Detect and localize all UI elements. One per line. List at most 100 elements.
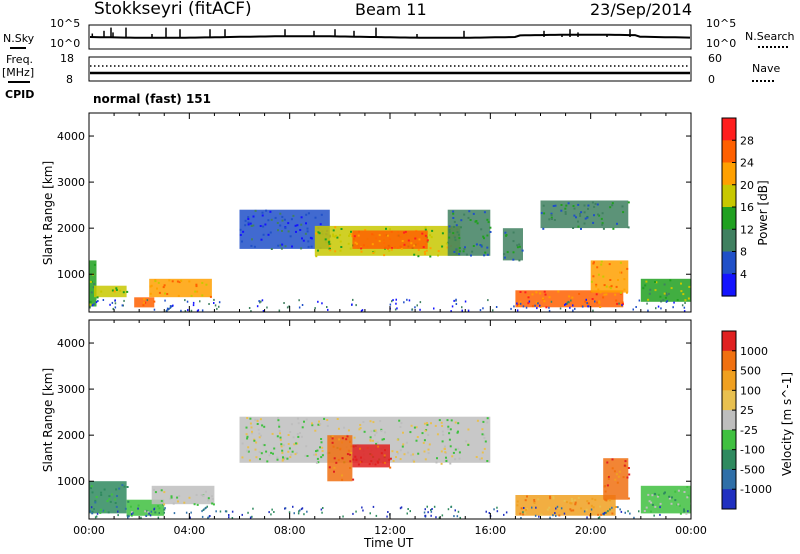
data-speckle bbox=[519, 512, 522, 515]
date-title: 23/Sep/2014 bbox=[590, 0, 693, 19]
data-speckle bbox=[390, 230, 393, 233]
data-speckle bbox=[379, 420, 382, 423]
data-speckle bbox=[384, 431, 387, 434]
data-speckle bbox=[654, 289, 657, 292]
nave-tick-bottom: 0 bbox=[708, 73, 715, 86]
data-speckle bbox=[392, 460, 395, 462]
data-speckle bbox=[621, 301, 624, 304]
colorbar-tick-label: -100 bbox=[740, 444, 765, 457]
data-speckle bbox=[445, 458, 448, 461]
data-speckle bbox=[352, 445, 355, 448]
data-speckle bbox=[486, 246, 489, 249]
data-speckle bbox=[99, 511, 102, 514]
data-speckle bbox=[372, 252, 375, 254]
data-speckle bbox=[592, 309, 594, 312]
data-speckle bbox=[523, 507, 525, 509]
data-speckle bbox=[338, 438, 341, 441]
data-speckle bbox=[296, 417, 299, 420]
data-speckle bbox=[608, 286, 611, 288]
data-speckle bbox=[487, 299, 489, 302]
data-speckle bbox=[524, 499, 527, 502]
data-speckle bbox=[355, 459, 358, 462]
data-speckle bbox=[647, 309, 649, 312]
data-speckle bbox=[216, 307, 218, 310]
data-speckle bbox=[447, 425, 450, 428]
data-speckle bbox=[278, 309, 281, 312]
data-speckle bbox=[615, 473, 618, 476]
data-speckle bbox=[400, 247, 403, 250]
data-speckle bbox=[654, 281, 656, 283]
data-speckle bbox=[556, 505, 559, 508]
data-speckle bbox=[454, 458, 457, 461]
data-speckle bbox=[476, 222, 479, 225]
data-speckle bbox=[192, 301, 195, 304]
xtick-label: 00:00 bbox=[675, 524, 707, 537]
data-speckle bbox=[623, 288, 626, 291]
data-speckle bbox=[168, 279, 171, 282]
data-speckle bbox=[349, 247, 352, 250]
data-speckle bbox=[287, 450, 290, 453]
data-speckle bbox=[374, 463, 377, 466]
data-speckle bbox=[387, 247, 389, 250]
data-speckle bbox=[602, 512, 604, 515]
data-speckle bbox=[550, 214, 553, 217]
data-speckle bbox=[143, 298, 146, 301]
data-speckle bbox=[535, 506, 537, 509]
data-speckle bbox=[339, 249, 342, 252]
data-speckle bbox=[260, 238, 263, 241]
data-speckle bbox=[622, 211, 625, 214]
data-speckle bbox=[427, 448, 430, 451]
data-speckle bbox=[89, 300, 92, 303]
data-speckle bbox=[293, 512, 295, 515]
data-speckle bbox=[592, 262, 595, 265]
data-speckle bbox=[306, 455, 309, 457]
velocity-colorbar: -1000 -500 -100 -25 25 100 500 1000 bbox=[721, 330, 772, 510]
data-speckle bbox=[245, 433, 248, 436]
data-speckle bbox=[422, 441, 425, 444]
data-speckle bbox=[663, 292, 666, 295]
data-speckle bbox=[402, 443, 405, 446]
data-speckle bbox=[178, 495, 181, 497]
data-speckle bbox=[89, 306, 91, 309]
data-speckle bbox=[278, 430, 281, 433]
data-speckle bbox=[259, 418, 262, 421]
data-speckle bbox=[381, 438, 384, 441]
data-speckle bbox=[317, 231, 320, 234]
data-speckle bbox=[199, 300, 201, 303]
data-speckle bbox=[117, 514, 119, 517]
data-speckle bbox=[320, 456, 323, 459]
data-speckle bbox=[647, 298, 650, 301]
data-speckle bbox=[206, 505, 208, 508]
data-speckle bbox=[472, 245, 475, 247]
data-speckle bbox=[148, 512, 150, 515]
data-speckle bbox=[674, 499, 677, 502]
data-speckle bbox=[157, 516, 160, 519]
data-speckle bbox=[676, 299, 679, 301]
data-speckle bbox=[317, 461, 320, 464]
data-speckle bbox=[426, 423, 429, 426]
data-speckle bbox=[566, 301, 569, 304]
data-speckle bbox=[527, 296, 530, 299]
data-speckle bbox=[280, 445, 283, 448]
nsearch-tick-bottom: 10^0 bbox=[706, 37, 737, 50]
data-speckle bbox=[577, 496, 580, 499]
data-speckle bbox=[683, 306, 686, 309]
data-speckle bbox=[145, 514, 148, 517]
data-speckle bbox=[647, 493, 650, 496]
data-speckle bbox=[241, 456, 244, 459]
data-speckle bbox=[122, 291, 125, 294]
data-speckle bbox=[277, 423, 280, 426]
data-speckle bbox=[115, 505, 118, 508]
data-speckle bbox=[297, 435, 300, 438]
data-speckle bbox=[609, 279, 612, 281]
data-speckle bbox=[475, 456, 478, 458]
data-speckle bbox=[252, 215, 255, 218]
data-speckle bbox=[620, 271, 623, 274]
data-speckle bbox=[444, 451, 447, 454]
data-speckle bbox=[591, 497, 594, 500]
data-speckle bbox=[611, 204, 614, 207]
data-speckle bbox=[459, 516, 461, 519]
data-speckle bbox=[524, 512, 526, 515]
data-speckle bbox=[482, 420, 485, 423]
